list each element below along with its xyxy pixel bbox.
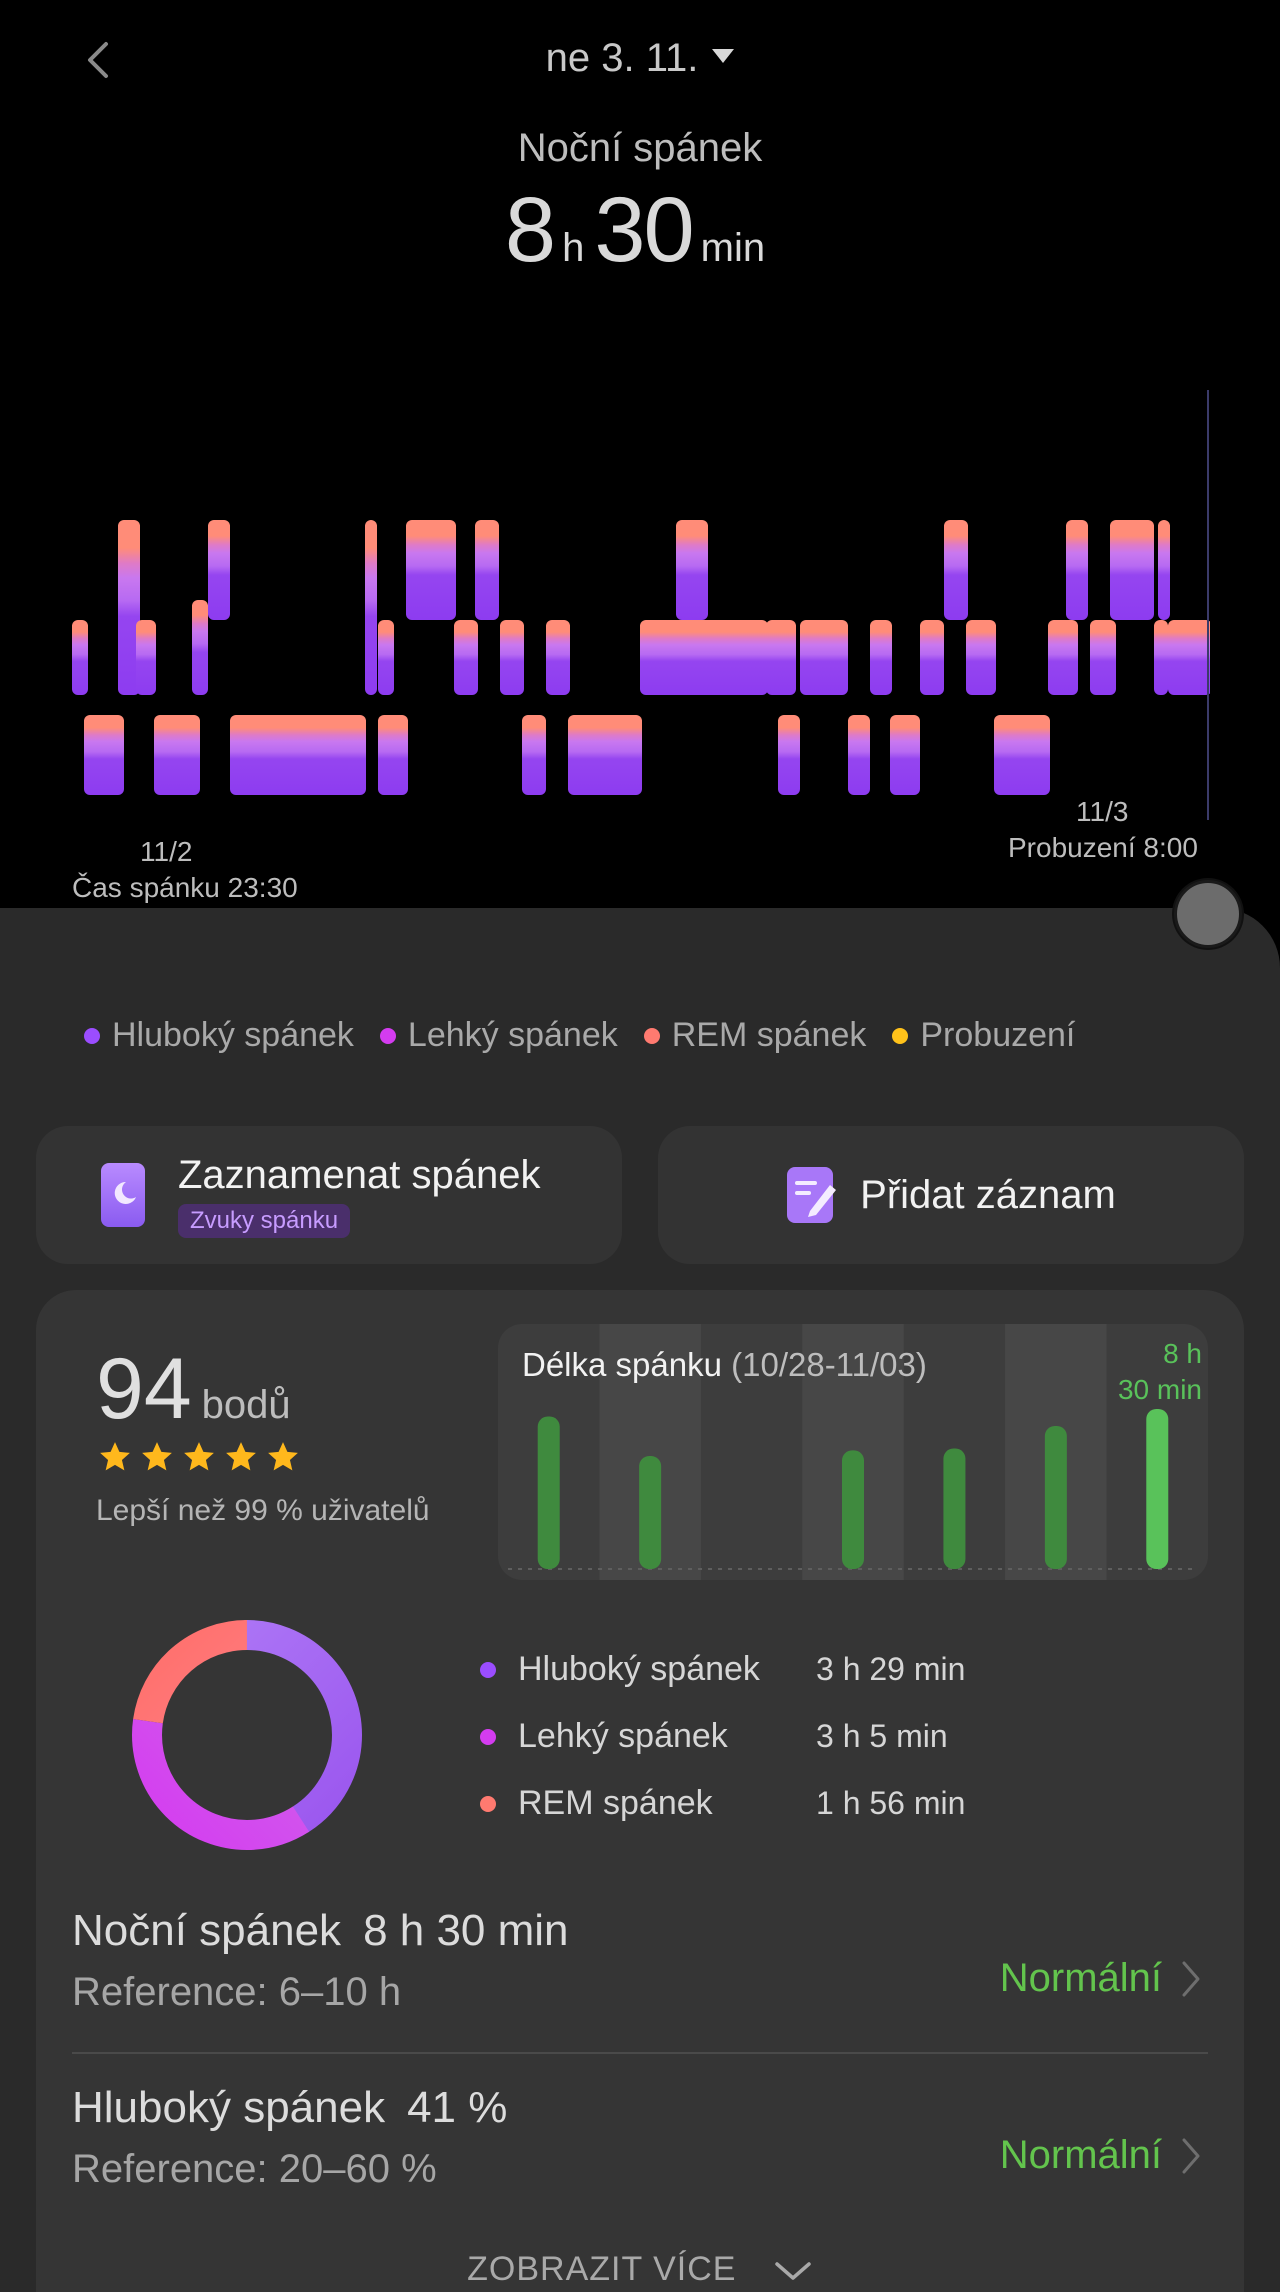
sleep-score: 94 bodů [96,1340,291,1439]
breakdown-deep: Hluboký spánek 3 h 29 min [480,1650,965,1689]
end-date: 11/3 [1076,796,1129,827]
score-unit: bodů [201,1383,291,1427]
metric-night-sleep[interactable]: Noční spánek 8 h 30 min Reference: 6–10 h… [72,1906,1208,2015]
wake-time: Probuzení 8:00 [1008,832,1198,863]
legend-item-rem: REM spánek [643,1016,866,1055]
total-sleep: 8 h 30 min [0,178,1280,283]
record-sleep-button[interactable]: Zaznamenat spánek Zvuky spánku [36,1126,622,1264]
light-sleep-dot-icon [480,1728,496,1745]
minutes-unit: min [700,226,766,270]
donut-light-segment [132,1620,362,1850]
deep-sleep-dot-icon [84,1027,100,1044]
legend-item-awake: Probuzení [892,1016,1075,1055]
breakdown-rem: REM spánek 1 h 56 min [480,1784,965,1823]
deep-sleep-dot-icon [480,1661,496,1678]
edit-note-icon [787,1167,837,1223]
star-icon [226,1442,256,1471]
star-rating [98,1440,300,1474]
stage-ratio-donut [132,1620,362,1850]
phone-moon-icon [101,1163,145,1227]
hours-unit: h [562,226,585,270]
sleep-title: Noční spánek [517,126,763,170]
total-minutes: 30 [594,179,694,281]
light-sleep-dot-icon [379,1027,396,1044]
current-duration: 8 h 30 min [1117,1338,1202,1405]
star-icon [142,1442,172,1471]
donut-rem-segment [132,1620,362,1850]
divider [72,2052,1208,2054]
duration-bar [1146,1409,1169,1569]
star-icon [184,1442,214,1471]
weekly-bars [508,1324,1198,1580]
awake-dot-icon [892,1027,909,1044]
duration-bar [943,1448,966,1569]
rem-sleep-dot-icon [480,1795,496,1812]
duration-bar [842,1450,864,1569]
duration-bar [537,1416,560,1569]
sleep-duration-chart[interactable]: Délka spánku (10/28-11/03) 8 h 30 min [498,1324,1208,1580]
star-icon [268,1442,298,1471]
hypnogram-stages [72,520,1210,795]
dropdown-caret-icon [712,49,735,64]
legend-item-light: Lehký spánek [379,1016,618,1055]
stage-legend: Hluboký spánek Lehký spánek REM spánek P… [84,1016,1075,1055]
sleep-header-section: ne 3. 11. Noční spánek 8 h 30 min [0,0,1280,910]
hypnogram-chart[interactable] [60,380,1210,820]
chevron-right-icon [1182,1961,1200,1996]
duration-chart-title: Délka spánku (10/28-11/03) [522,1346,927,1383]
duration-bar [639,1456,662,1569]
legend-item-deep: Hluboký spánek [84,1016,354,1055]
breakdown-light: Lehký spánek 3 h 5 min [480,1717,948,1756]
date-label: ne 3. 11. [545,36,699,80]
star-icon [100,1442,130,1471]
metric-deep-sleep[interactable]: Hluboký spánek 41 % Reference: 20–60 % No… [72,2083,1208,2192]
add-record-label: Přidat záznam [860,1172,1116,1217]
back-arrow-icon[interactable] [78,36,118,84]
sleep-sounds-tag: Zvuky spánku [178,1203,351,1238]
date-selector[interactable]: ne 3. 11. [0,36,1280,81]
show-more-button[interactable]: ZOBRAZIT VÍCE [0,2250,1280,2289]
add-record-button[interactable]: Přidat záznam [658,1126,1244,1264]
sleep-start-time: Čas spánku 23:30 [72,872,298,903]
total-hours: 8 [504,179,556,281]
score-value: 94 [96,1341,192,1437]
chevron-right-icon [1182,2138,1200,2173]
duration-bar [1044,1425,1067,1569]
chevron-down-icon [775,2262,811,2280]
user-comparison: Lepší než 99 % uživatelů [96,1494,430,1527]
rem-sleep-dot-icon [643,1027,660,1044]
start-date: 11/2 [140,836,193,867]
chart-scrubber-handle[interactable] [1174,880,1242,948]
record-sleep-label: Zaznamenat spánek [178,1152,541,1197]
